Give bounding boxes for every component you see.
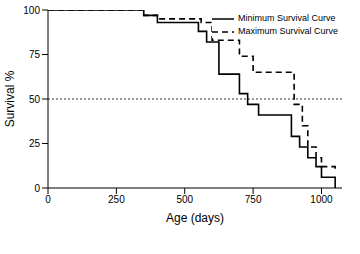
svg-text:75: 75	[29, 49, 41, 60]
svg-text:50: 50	[29, 94, 41, 105]
svg-text:750: 750	[245, 194, 262, 205]
svg-text:500: 500	[176, 194, 193, 205]
html-text:Minimum Survival Curve: Minimum Survival Curve	[238, 13, 336, 23]
svg-text:Age (days): Age (days)	[166, 211, 224, 225]
svg-text:Survival %: Survival %	[8, 70, 17, 127]
svg-text:100: 100	[23, 5, 40, 16]
svg-text:250: 250	[108, 194, 125, 205]
html-text:Maximum Survival Curve: Maximum Survival Curve	[238, 26, 338, 36]
svg-text:0: 0	[45, 194, 51, 205]
svg-text:1000: 1000	[310, 194, 333, 205]
svg-text:25: 25	[29, 138, 41, 149]
svg-text:0: 0	[34, 183, 40, 194]
